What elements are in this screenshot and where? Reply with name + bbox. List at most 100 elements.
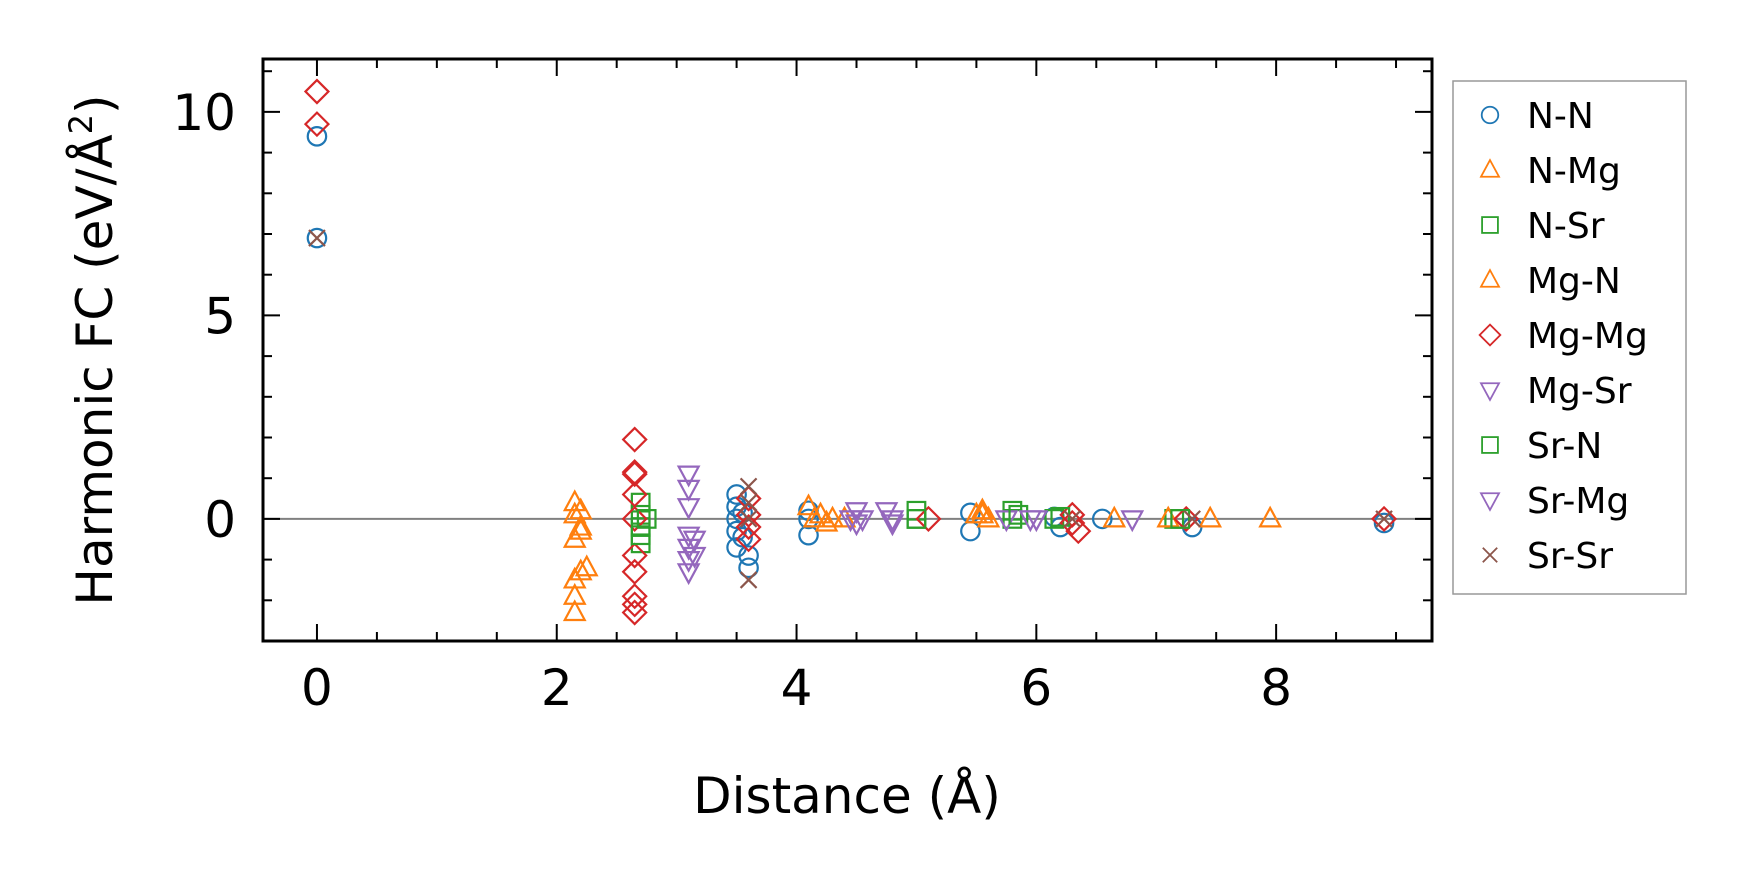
data-point-n-n (960, 520, 981, 542)
data-point-n-n (738, 545, 759, 566)
legend-marker-n-sr (1481, 216, 1499, 234)
data-point-mg-mg (621, 461, 648, 488)
y-axis-label-suffix: ) (66, 94, 124, 114)
x-tick-label: 6 (1020, 659, 1052, 717)
legend-marker-sr-mg (1479, 492, 1501, 512)
data-point-n-sr (1044, 509, 1065, 529)
legend-label-n-sr: N-Sr (1527, 206, 1605, 247)
legend-marker-sr-sr (1482, 547, 1498, 563)
data-point-n-mg (814, 509, 839, 532)
data-point-mg-mg (735, 526, 762, 553)
data-point-sr-mg (880, 510, 905, 533)
data-point-n-n (732, 526, 753, 548)
data-point-mg-n (562, 582, 587, 605)
data-point-mg-mg (303, 111, 331, 138)
data-point-n-n (1373, 512, 1395, 534)
data-point-n-mg (562, 599, 587, 622)
legend-marker-n-n (1480, 105, 1500, 125)
data-point-n-mg (1102, 505, 1127, 528)
legend-marker-mg-mg (1478, 323, 1502, 347)
data-point-sr-mg (838, 510, 863, 533)
legend-label-sr-mg: Sr-Mg (1527, 481, 1629, 522)
data-point-mg-mg (915, 505, 942, 532)
legend-marker-mg-n (1479, 268, 1501, 288)
y-axis-label-superscript: 2 (62, 114, 100, 134)
legend-label-n-mg: N-Mg (1527, 151, 1621, 192)
x-tick-label: 2 (541, 659, 573, 717)
legend-label-mg-n: Mg-N (1527, 261, 1621, 302)
data-point-mg-sr (850, 510, 875, 533)
legend-label-sr-sr: Sr-Sr (1527, 536, 1613, 577)
data-point-mg-mg (303, 78, 331, 105)
ticks-layer (263, 59, 1432, 642)
data-point-n-mg (562, 501, 587, 524)
data-point-n-n (738, 557, 759, 579)
data-point-n-mg (574, 554, 599, 577)
data-point-mg-mg (621, 426, 648, 453)
x-tick-label: 4 (781, 659, 813, 717)
y-tick-label: 5 (204, 287, 236, 345)
data-point-mg-mg (1065, 518, 1092, 545)
data-point-sr-n (1170, 509, 1191, 529)
data-point-sr-n (906, 509, 927, 529)
data-point-mg-sr (676, 526, 701, 549)
data-point-sr-n (630, 525, 651, 546)
data-point-n-mg (568, 558, 593, 581)
data-point-mg-mg (735, 513, 762, 541)
legend-marker-sr-n (1481, 436, 1499, 454)
legend-label-mg-mg: Mg-Mg (1527, 316, 1648, 357)
data-point-mg-mg (1059, 509, 1086, 537)
legend-marker-n-mg (1479, 158, 1501, 178)
data-point-mg-mg (621, 583, 648, 610)
data-point-sr-sr (739, 571, 758, 589)
data-point-mg-n (820, 505, 845, 528)
data-point-mg-sr (676, 551, 701, 573)
data-point-mg-sr (676, 465, 701, 488)
data-point-n-mg (1198, 505, 1223, 528)
y-axis-label: Harmonic FC (eV/Å2) (62, 94, 124, 605)
data-point-mg-sr (676, 479, 701, 502)
data-point-mg-sr (880, 514, 905, 537)
data-point-mg-sr (994, 510, 1019, 533)
legend: N-N N-Mg N-Sr Mg-N Mg-Mg Mg-Sr Sr-N Sr-Mg Sr-Sr (1452, 80, 1687, 595)
y-tick-label: 10 (172, 84, 236, 142)
data-point-n-n (1091, 508, 1113, 530)
data-point-n-mg (796, 493, 821, 516)
data-point-sr-n (1008, 504, 1029, 525)
data-point-sr-sr (739, 510, 758, 528)
y-axis-label-prefix: Harmonic FC (eV/Å (66, 134, 124, 605)
legend-label-n-n: N-N (1527, 96, 1594, 137)
legend-label-mg-sr: Mg-Sr (1527, 371, 1632, 412)
data-point-mg-mg (621, 591, 648, 618)
data-point-mg-sr (676, 563, 701, 586)
legend-label-sr-n: Sr-N (1527, 426, 1602, 467)
data-point-n-n (726, 484, 747, 505)
data-point-n-mg (802, 505, 827, 528)
x-tick-label: 8 (1260, 659, 1292, 717)
data-point-n-n (306, 126, 328, 147)
data-point-sr-sr (1063, 510, 1082, 528)
data-point-sr-sr (308, 229, 326, 247)
data-point-mg-sr (844, 502, 869, 525)
data-point-n-sr (1002, 509, 1023, 529)
data-point-mg-mg (621, 558, 648, 585)
tick-labels-layer: 0 2 4 6 8 0 5 10 (172, 84, 1292, 717)
data-point-mg-n (970, 501, 995, 524)
data-point-mg-mg (621, 599, 648, 626)
points-layer (303, 78, 1398, 626)
legend-marker-mg-sr (1479, 382, 1501, 402)
data-point-mg-mg (621, 542, 648, 569)
plot-frame (261, 57, 1434, 643)
data-point-n-mg (976, 505, 1001, 528)
data-point-mg-sr (874, 502, 899, 525)
x-tick-label: 0 (301, 659, 333, 717)
data-point-n-mg (1258, 505, 1282, 528)
data-point-sr-n (636, 509, 657, 529)
data-point-sr-sr (1375, 510, 1393, 528)
data-point-mg-n (568, 517, 593, 540)
x-axis-label: Distance (Å) (693, 767, 1001, 825)
data-point-sr-sr (739, 493, 758, 512)
data-point-mg-sr (676, 498, 701, 521)
data-point-mg-n (1156, 505, 1181, 528)
legend-frame (1452, 80, 1687, 595)
